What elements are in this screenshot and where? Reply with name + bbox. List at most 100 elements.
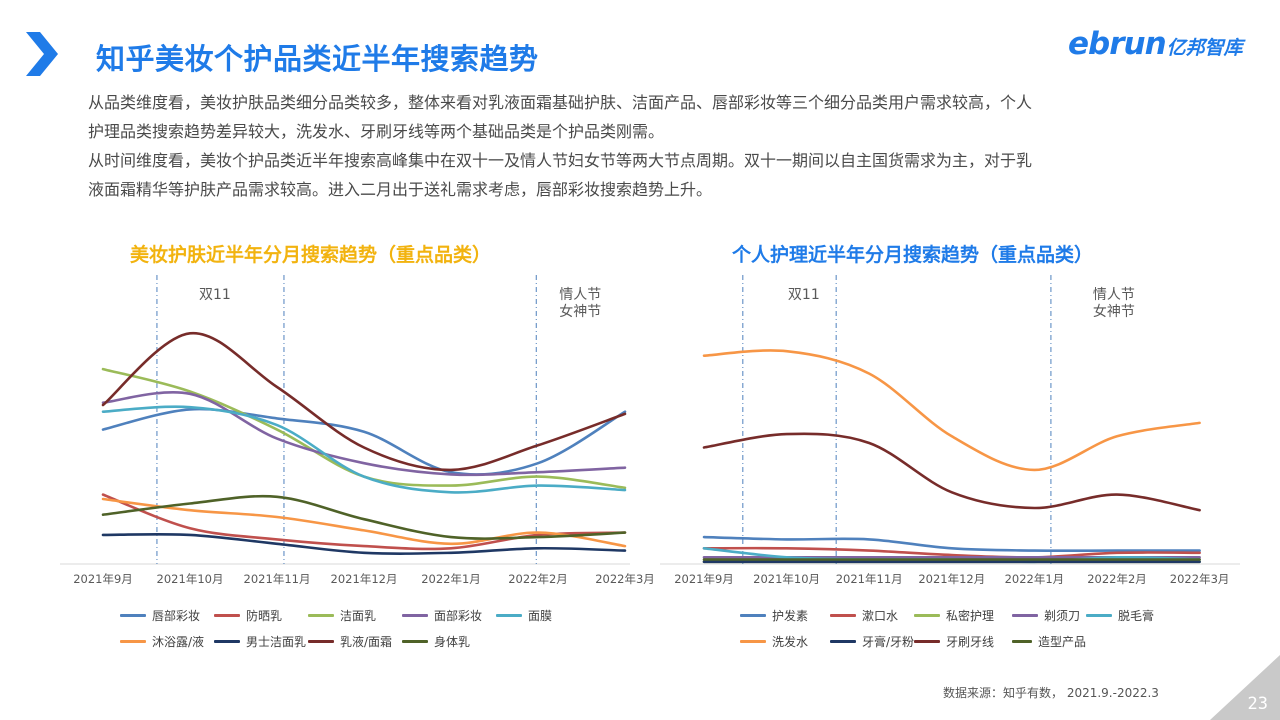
legend-item: 造型产品 — [1012, 633, 1086, 650]
legend-swatch — [830, 614, 856, 617]
legend-label: 防晒乳 — [246, 609, 283, 623]
legend-item: 私密护理 — [914, 607, 1012, 624]
chart-title-personal-care: 个人护理近半年分月搜索趋势（重点品类） — [732, 244, 1094, 266]
legend-item: 唇部彩妆 — [120, 607, 214, 624]
series-line — [101, 405, 627, 494]
series-line — [702, 546, 1201, 559]
legend-swatch — [308, 614, 334, 617]
chevron-right-icon — [26, 32, 58, 76]
series-line — [101, 497, 627, 548]
legend-item: 牙刷牙线 — [914, 633, 1012, 650]
legend-swatch — [1086, 614, 1112, 617]
x-tick-label: 2021年11月 — [244, 572, 311, 586]
legend-item: 男士洁面乳 — [214, 633, 308, 650]
intro-line: 护理品类搜索趋势差异较大，洗发水、牙刷牙线等两个基础品类是个护品类刚需。 — [88, 122, 665, 141]
series-line — [702, 349, 1201, 472]
legend-item: 牙膏/牙粉 — [830, 633, 914, 650]
legend-swatch — [914, 614, 940, 617]
chart-legend-personal-care: 护发素 漱口水 私密护理 剃须刀 脱毛膏洗发水 牙膏/牙粉 牙刷牙线 造型产品 — [740, 607, 1176, 650]
x-tick-label: 2022年1月 — [421, 572, 481, 586]
legend-swatch — [120, 614, 146, 617]
event-label: 双11 — [788, 287, 820, 303]
legend-label: 漱口水 — [862, 609, 899, 623]
logo-text-en: ebrun — [1068, 26, 1167, 62]
intro-line: 从品类维度看，美妆护肤品类细分品类较多，整体来看对乳液面霜基础护肤、洁面产品、唇… — [88, 93, 1033, 112]
legend-swatch — [402, 614, 428, 617]
legend-item: 护发素 — [740, 607, 830, 624]
legend-swatch — [402, 640, 428, 643]
x-tick-label: 2021年9月 — [674, 572, 734, 586]
x-tick-label: 2022年3月 — [1170, 572, 1230, 586]
legend-item: 乳液/面霜 — [308, 633, 402, 650]
legend-swatch — [740, 640, 766, 643]
logo-text-cn: 亿邦智库 — [1166, 37, 1243, 59]
legend-label: 造型产品 — [1037, 635, 1086, 649]
legend-item: 面膜 — [496, 607, 590, 624]
legend-item: 面部彩妆 — [402, 607, 496, 624]
series-line — [101, 493, 627, 551]
x-tick-label: 2021年10月 — [157, 572, 224, 586]
legend-label: 唇部彩妆 — [152, 609, 201, 623]
legend-label: 脱毛膏 — [1118, 609, 1155, 623]
legend-item: 脱毛膏 — [1086, 607, 1176, 624]
legend-swatch — [1012, 614, 1038, 617]
intro-text: 从品类维度看，美妆护肤品类细分品类较多，整体来看对乳液面霜基础护肤、洁面产品、唇… — [88, 88, 1208, 204]
x-tick-label: 2021年10月 — [753, 572, 820, 586]
legend-label: 剃须刀 — [1044, 609, 1081, 623]
x-tick-label: 2022年2月 — [1087, 572, 1147, 586]
x-tick-label: 2021年11月 — [836, 572, 903, 586]
page-number: 23 — [1247, 694, 1268, 714]
legend-swatch — [308, 640, 334, 643]
legend-item: 沐浴露/液 — [120, 633, 214, 650]
legend-swatch — [914, 640, 940, 643]
series-line — [702, 432, 1201, 512]
legend-swatch — [214, 614, 240, 617]
legend-swatch — [1012, 640, 1032, 643]
legend-swatch — [120, 640, 146, 643]
legend-label: 牙刷牙线 — [946, 635, 995, 649]
legend-swatch — [214, 640, 240, 643]
data-source-note: 数据来源：知乎有数， 2021.9.-2022.3 — [943, 686, 1159, 700]
event-label: 女神节 — [1093, 303, 1135, 320]
x-tick-label: 2021年12月 — [918, 572, 985, 586]
legend-label: 身体乳 — [434, 635, 471, 649]
x-tick-label: 2022年3月 — [595, 572, 655, 586]
legend-label: 洁面乳 — [340, 609, 377, 623]
legend-label: 沐浴露/液 — [152, 635, 205, 649]
legend-label: 洗发水 — [772, 635, 809, 649]
legend-swatch — [830, 640, 856, 643]
brand-logo: ebrun亿邦智库 — [1068, 26, 1258, 70]
event-label: 双11 — [199, 287, 231, 303]
intro-line: 从时间维度看，美妆个护品类近半年搜索高峰集中在双十一及情人节妇女节等两大节点周期… — [88, 151, 1033, 170]
legend-label: 牙膏/牙粉 — [861, 635, 914, 649]
legend-label: 面部彩妆 — [434, 609, 483, 623]
series-line — [101, 532, 627, 555]
x-tick-label: 2021年12月 — [331, 572, 398, 586]
corner-decoration — [1210, 655, 1280, 720]
legend-label: 男士洁面乳 — [246, 635, 307, 649]
legend-item: 身体乳 — [402, 633, 496, 650]
chart-legend-beauty: 唇部彩妆 防晒乳 洁面乳 面部彩妆 面膜沐浴露/液 男士洁面乳 乳液/面霜 身体乳 — [120, 607, 590, 650]
page-title: 知乎美妆个护品类近半年搜索趋势 — [96, 42, 539, 76]
series-line — [101, 331, 627, 472]
event-label: 情人节 — [559, 287, 601, 303]
x-tick-label: 2022年1月 — [1005, 572, 1065, 586]
intro-line: 液面霜精华等护肤产品需求较高。进入二月出于送礼需求考虑，唇部彩妆搜索趋势上升。 — [88, 180, 713, 199]
x-tick-label: 2021年9月 — [73, 572, 133, 586]
legend-label: 乳液/面霜 — [340, 635, 393, 649]
series-line — [702, 535, 1201, 553]
series-line — [101, 494, 627, 540]
legend-item: 洁面乳 — [308, 607, 402, 624]
series-line — [101, 367, 627, 490]
chart-title-beauty: 美妆护肤近半年分月搜索趋势（重点品类） — [130, 244, 492, 266]
legend-item: 剃须刀 — [1012, 607, 1086, 624]
legend-label: 私密护理 — [946, 609, 995, 623]
legend-swatch — [496, 614, 522, 617]
legend-item: 洗发水 — [740, 633, 830, 650]
legend-item: 漱口水 — [830, 607, 914, 624]
series-line — [101, 407, 627, 476]
event-label: 情人节 — [1093, 287, 1135, 303]
series-line — [101, 390, 627, 477]
